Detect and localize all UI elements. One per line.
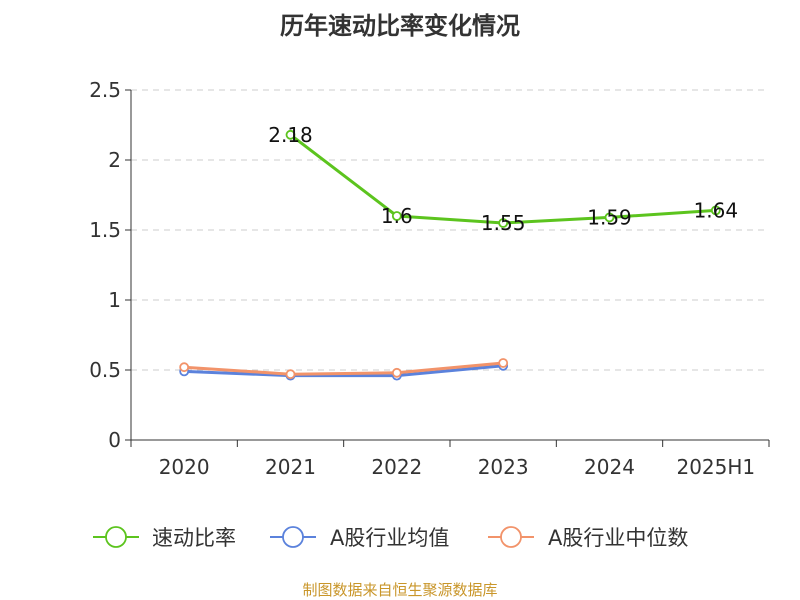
y-tick-label: 2 xyxy=(108,148,121,172)
grid-lines xyxy=(131,89,769,371)
y-tick-label: 1 xyxy=(108,288,121,312)
data-point xyxy=(498,358,509,368)
x-tick-label: 2023 xyxy=(478,455,529,479)
data-point xyxy=(179,362,190,373)
data-label: 2.18 xyxy=(268,123,313,147)
y-tick-label: 0.5 xyxy=(89,358,121,382)
axes: 0 0.5 1 1.5 2 2.5 2020 2021 2022 2023 2024 2025H1 xyxy=(89,78,770,479)
data-point xyxy=(604,212,615,223)
legend-marker-icon xyxy=(105,526,127,548)
data-label: 1.55 xyxy=(481,211,526,235)
data-point xyxy=(498,218,509,228)
data-point xyxy=(710,205,721,216)
legend-marker-icon xyxy=(500,526,522,548)
series-line xyxy=(184,364,504,378)
series-line xyxy=(184,361,504,376)
data-point xyxy=(391,367,402,378)
legend-label: A股行业均值 xyxy=(330,526,449,550)
legend-marker-icon xyxy=(282,526,304,548)
data-point xyxy=(285,129,296,140)
legend: 速动比率 A股行业均值 A股行业中位数 xyxy=(93,526,688,550)
x-tick-label: 2022 xyxy=(371,455,422,479)
x-tick-label: 2021 xyxy=(265,455,316,479)
data-labels: 2.18 1.6 1.55 1.59 1.64 xyxy=(268,123,738,235)
x-tick-label: 2024 xyxy=(584,455,635,479)
y-tick-label: 1.5 xyxy=(89,218,121,242)
source-note: 制图数据来自恒生聚源数据库 xyxy=(302,581,498,599)
data-label: 1.6 xyxy=(381,204,413,228)
data-point xyxy=(285,369,296,380)
legend-label: A股行业中位数 xyxy=(548,526,688,550)
data-point xyxy=(391,211,402,221)
series xyxy=(179,129,721,381)
legend-label: 速动比率 xyxy=(152,526,236,550)
data-label: 1.59 xyxy=(587,205,632,229)
series-line xyxy=(289,133,716,225)
x-tick-label: 2020 xyxy=(159,455,210,479)
y-tick-label: 0 xyxy=(108,428,121,452)
y-tick-label: 2.5 xyxy=(89,78,121,102)
chart-title: 历年速动比率变化情况 xyxy=(280,12,520,40)
x-tick-label: 2025H1 xyxy=(676,455,755,479)
data-label: 1.64 xyxy=(694,198,739,222)
